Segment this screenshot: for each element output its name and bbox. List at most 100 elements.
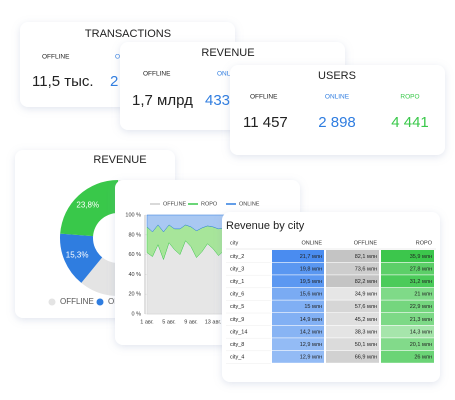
metric-value: 11,5 тыс. <box>32 73 94 90</box>
table-cell: 21,7 млн <box>300 254 322 260</box>
y-tick-label: 40 % <box>128 272 141 278</box>
column-header: OFFLINE <box>354 240 378 246</box>
heat-cell <box>381 300 434 313</box>
donut-slice <box>60 180 118 237</box>
table-cell: 20,1 млн <box>410 342 432 348</box>
table-cell: 21,3 млн <box>410 317 432 323</box>
heat-cell <box>381 287 434 300</box>
table-cell: city_4 <box>230 355 244 361</box>
table-cell: 15,6 млн <box>300 292 322 298</box>
y-tick-label: 0 % <box>132 311 142 317</box>
heat-cell <box>272 250 324 262</box>
table-cell: 45,2 млн <box>355 317 377 323</box>
metric-label: ONLINE <box>217 71 242 78</box>
heat-cell <box>326 338 379 351</box>
users-card: USERS OFFLINE 11 457 ONLINE 2 898 ROPO 4… <box>230 65 445 155</box>
table-cell: 82,2 млн <box>355 279 377 285</box>
table-cell: 21 млн <box>414 292 432 298</box>
table-cell: 50,1 млн <box>355 342 377 348</box>
heat-cell <box>326 300 379 313</box>
slice-label: 23,8% <box>76 200 99 209</box>
heat-cell <box>272 313 324 325</box>
legend-label: ONLINE <box>239 201 260 207</box>
y-tick-label: 100 % <box>125 212 141 218</box>
heat-cell <box>272 275 324 288</box>
card-title: USERS <box>318 70 356 82</box>
heat-cell <box>381 250 434 262</box>
table-cell: city_3 <box>230 266 244 272</box>
heat-cell <box>326 287 379 300</box>
table-cell: city_5 <box>230 304 244 310</box>
y-tick-label: 60 % <box>128 252 141 258</box>
heat-cell <box>381 275 434 288</box>
metric-label: OFFLINE <box>42 54 70 61</box>
table-cell: 14,3 млн <box>410 329 432 335</box>
table-title: Revenue by city <box>226 220 305 232</box>
y-tick-label: 20 % <box>128 292 141 298</box>
table-cell: 35,9 млн <box>410 254 432 260</box>
heat-cell <box>272 338 324 351</box>
heat-cell <box>381 313 434 325</box>
heat-cell <box>326 313 379 325</box>
table-cell: 31,2 млн <box>410 279 432 285</box>
table-card: Revenue by city city ONLINE OFFLINE ROPO cit… <box>222 212 440 382</box>
x-tick-label: 1 авг. <box>140 319 154 325</box>
y-tick-label: 80 % <box>128 232 141 238</box>
x-tick-label: 5 авг. <box>162 319 176 325</box>
card-title: TRANSACTIONS <box>85 28 171 40</box>
table-cell: city_1 <box>230 279 244 285</box>
chart-title: REVENUE <box>93 154 146 166</box>
heat-cell <box>272 350 324 363</box>
table-cell: city_8 <box>230 342 244 348</box>
column-header: ROPO <box>416 240 433 246</box>
heat-cell <box>326 250 379 262</box>
slice-label: 15,3% <box>66 251 89 260</box>
table-cell: 66,9 млн <box>355 355 377 361</box>
table-cell: city_2 <box>230 254 244 260</box>
donut-slice <box>60 233 103 283</box>
heat-cell <box>381 262 434 275</box>
column-header: ONLINE <box>302 240 323 246</box>
table-cell: 19,5 млн <box>300 279 322 285</box>
legend-label: OFFLINE <box>163 201 187 207</box>
table-cell: city_6 <box>230 292 244 298</box>
legend-label: OFFLINE <box>60 297 94 306</box>
metric-value: 1,7 млрд <box>132 92 193 109</box>
heat-cell <box>381 338 434 351</box>
heat-cell <box>381 325 434 338</box>
metric-label: ONLINE <box>325 94 350 101</box>
metric-value: 2 <box>110 73 118 90</box>
table-cell: 15 млн <box>304 304 322 310</box>
heat-cell <box>326 275 379 288</box>
x-tick-label: 13 авг. <box>205 319 222 325</box>
table-cell: city_9 <box>230 317 244 323</box>
heat-cell <box>272 300 324 313</box>
table-cell: 38,3 млн <box>355 329 377 335</box>
heat-cell <box>326 262 379 275</box>
heat-cell <box>326 325 379 338</box>
legend-label: ROPO <box>201 201 218 207</box>
table-cell: 14,2 млн <box>300 329 322 335</box>
x-tick-label: 9 авг. <box>184 319 198 325</box>
table-cell: 26 млн <box>414 355 432 361</box>
table-cell: 34,9 млн <box>355 292 377 298</box>
heat-cell <box>272 287 324 300</box>
table-cell: 82,1 млн <box>355 254 377 260</box>
table-cell: 12,9 млн <box>300 355 322 361</box>
table-cell: 57,6 млн <box>355 304 377 310</box>
heat-cell <box>272 325 324 338</box>
table-cell: 14,9 млн <box>300 317 322 323</box>
table-cell: 73,6 млн <box>355 266 377 272</box>
metric-label: OFFLINE <box>143 71 171 78</box>
legend-swatch <box>96 298 104 306</box>
heat-cell <box>326 350 379 363</box>
table-cell: 22,9 млн <box>410 304 432 310</box>
metric-value: 4 441 <box>391 114 429 131</box>
metric-value: 433, <box>205 92 234 109</box>
table-cell: city_14 <box>230 329 247 335</box>
heat-cell <box>272 262 324 275</box>
table-cell: 27,8 млн <box>410 266 432 272</box>
legend-swatch <box>48 298 56 306</box>
metric-label: ROPO <box>400 94 419 101</box>
